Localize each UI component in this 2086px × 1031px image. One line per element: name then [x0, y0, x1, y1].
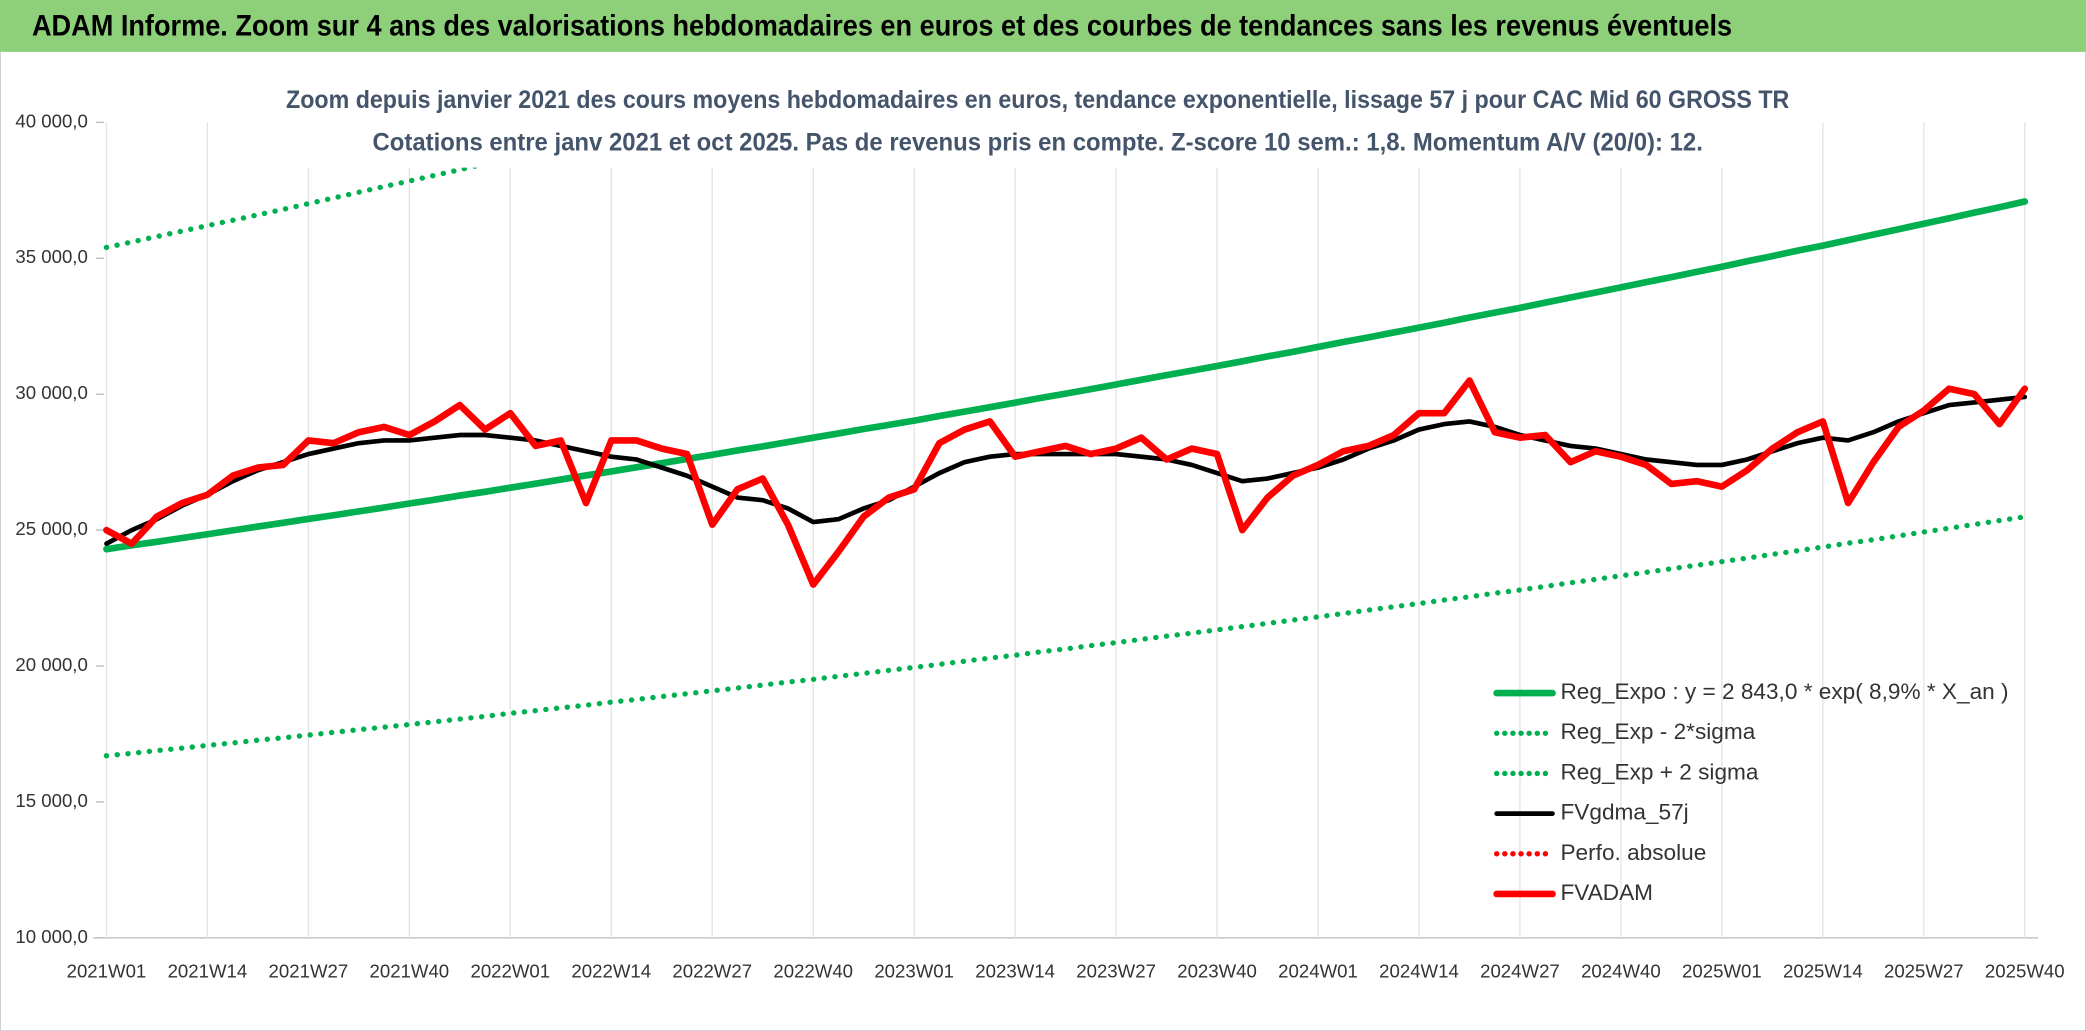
legend-label: Reg_Exp + 2 sigma	[1560, 759, 1758, 784]
x-tick-label: 2024W14	[1379, 960, 1459, 981]
header-title: ADAM Informe. Zoom sur 4 ans des valoris…	[32, 11, 1732, 43]
x-tick-label: 2025W27	[1884, 960, 1964, 981]
x-tick-label: 2022W01	[470, 960, 550, 981]
series-layer	[103, 122, 2029, 759]
series-line	[103, 198, 2029, 553]
x-tick-label: 2023W14	[975, 960, 1055, 981]
x-tick-label: 2023W01	[874, 960, 954, 981]
legend-label: Reg_Exp - 2*sigma	[1560, 719, 1755, 744]
legend-label: FVADAM	[1560, 880, 1653, 905]
title-box	[283, 77, 1800, 168]
legend-label: Reg_Expo : y = 2 843,0 * exp( 8,9% * X_a…	[1560, 679, 2008, 704]
x-tick-label: 2025W01	[1682, 960, 1762, 981]
x-tick-label: 2021W01	[67, 960, 147, 981]
x-tick-label: 2025W40	[1985, 960, 2065, 981]
x-tick-label: 2021W14	[168, 960, 248, 981]
x-tick-label: 2024W01	[1278, 960, 1358, 981]
series-line	[103, 514, 2028, 759]
x-tick-label: 2024W27	[1480, 960, 1560, 981]
x-tick-label: 2021W40	[370, 960, 450, 981]
y-tick-label: 10 000,0	[15, 926, 87, 947]
legend-label: Perfo. absolue	[1560, 840, 1706, 865]
x-tick-label: 2021W27	[269, 960, 349, 981]
y-tick-label: 15 000,0	[15, 790, 87, 811]
y-tick-label: 25 000,0	[15, 518, 87, 539]
y-tick-label: 35 000,0	[15, 246, 87, 267]
chart-subtitle: Cotations entre janv 2021 et oct 2025. P…	[373, 128, 1703, 156]
x-tick-label: 2022W14	[571, 960, 651, 981]
x-tick-label: 2023W40	[1177, 960, 1257, 981]
series-line	[104, 394, 2028, 547]
legend: Reg_Expo : y = 2 843,0 * exp( 8,9% * X_a…	[1493, 679, 2009, 905]
legend-label: FVgdma_57j	[1560, 800, 1688, 825]
chart-title: Zoom depuis janvier 2021 des cours moyen…	[286, 86, 1789, 114]
y-tick-label: 20 000,0	[15, 654, 87, 675]
x-tick-label: 2022W27	[672, 960, 752, 981]
x-tick-label: 2023W27	[1076, 960, 1156, 981]
series-line	[103, 377, 2029, 588]
header-bar	[0, 0, 2086, 52]
x-tick-label: 2024W40	[1581, 960, 1661, 981]
y-tick-label: 30 000,0	[15, 382, 87, 403]
x-tick-label: 2025W14	[1783, 960, 1863, 981]
y-tick-label: 40 000,0	[15, 110, 87, 131]
x-tick-label: 2022W40	[773, 960, 853, 981]
grid: 10 000,0 15 000,0 20 000,0 25 000,0 30 000,0…	[15, 110, 2064, 981]
